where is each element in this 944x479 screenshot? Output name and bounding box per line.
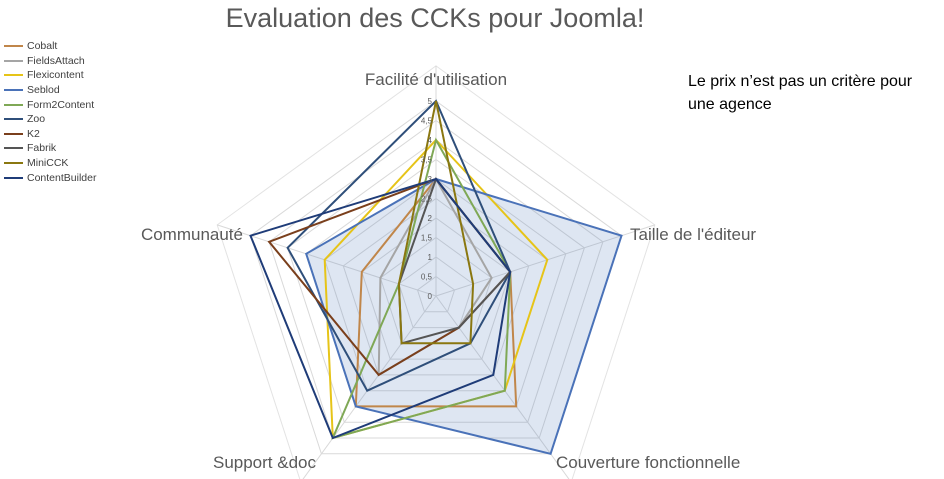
chart-title: Evaluation des CCKs pour Joomla!: [225, 3, 645, 33]
legend-swatch: [4, 118, 23, 121]
legend-item: FieldsAttach: [4, 54, 96, 69]
legend-swatch: [4, 103, 23, 106]
series-lines: [249, 99, 623, 455]
legend-swatch: [4, 45, 23, 48]
tick-label: 3,5: [421, 156, 433, 165]
series-line-contentbuilder: [249, 177, 512, 440]
legend-label: Seblod: [27, 84, 60, 97]
series-fills: [306, 179, 622, 454]
legend-item: Flexicontent: [4, 68, 96, 83]
tick-label: 0: [428, 292, 433, 301]
legend-item: Cobalt: [4, 39, 96, 54]
legend-item: Seblod: [4, 83, 96, 98]
series-line-minicck: [397, 100, 475, 345]
legend-swatch: [4, 162, 23, 165]
legend-swatch: [4, 74, 23, 77]
tick-label: 3: [428, 175, 433, 184]
axis-label: Couverture fonctionnelle: [556, 453, 740, 472]
legend-label: FieldsAttach: [27, 54, 85, 67]
legend-item: Form2Content: [4, 97, 96, 112]
legend-swatch: [4, 147, 23, 150]
legend-swatch: [4, 59, 23, 62]
legend-label: ContentBuilder: [27, 171, 97, 184]
legend-label: K2: [27, 127, 40, 140]
grid-ring: [342, 197, 530, 376]
outer-frame: [216, 65, 656, 479]
legend-swatch: [4, 89, 23, 92]
tick-label: 0,5: [421, 273, 433, 282]
axis-label: Facilité d'utilisation: [365, 70, 507, 89]
series-line-form2content: [331, 137, 512, 440]
legend-label: MiniCCK: [27, 157, 69, 170]
grid-ring: [287, 139, 585, 423]
tick-label: 1,5: [421, 234, 433, 243]
grid-ring: [324, 178, 548, 392]
legend-item: Zoo: [4, 112, 96, 127]
series-area-seblod: [306, 179, 622, 454]
legend-item: ContentBuilder: [4, 170, 96, 185]
tick-label: 2: [428, 214, 433, 223]
legend-label: Cobalt: [27, 40, 58, 53]
legend-item: MiniCCK: [4, 156, 96, 171]
annotation-note: Le prix n’est pas un critère pour une ag…: [688, 73, 913, 113]
radial-tick-labels: 0 0,5 1 1,5 2 2,5 3 3,5 4 4,5 5: [421, 97, 433, 301]
series-line-zoo: [286, 99, 512, 392]
legend: Cobalt FieldsAttach Flexicontent Seblod Form…: [4, 39, 96, 185]
legend-label: Zoo: [27, 113, 46, 126]
axis-label: Communauté: [141, 225, 243, 244]
tick-label: 5: [428, 97, 433, 106]
tick-label: 4,5: [421, 117, 433, 126]
grid-ring: [416, 275, 456, 313]
series-line-seblod: [304, 177, 623, 455]
legend-label: Fabrik: [27, 142, 57, 155]
axis-labels: Facilité d'utilisation Taille de l'éditeu…: [141, 70, 756, 472]
legend-label: Form2Content: [27, 98, 95, 111]
axis-label: Taille de l'éditeur: [630, 225, 756, 244]
legend-item: K2: [4, 127, 96, 142]
tick-label: 2,5: [421, 195, 433, 204]
grid-ring: [249, 100, 623, 455]
legend-item: Fabrik: [4, 141, 96, 156]
legend-swatch: [4, 176, 23, 179]
legend-swatch: [4, 132, 23, 135]
tick-label: 1: [428, 253, 433, 262]
legend-label: Flexicontent: [27, 69, 84, 82]
tick-label: 4: [428, 136, 433, 145]
axis-label: Support &doc: [213, 453, 317, 472]
grid-ring: [398, 256, 474, 329]
